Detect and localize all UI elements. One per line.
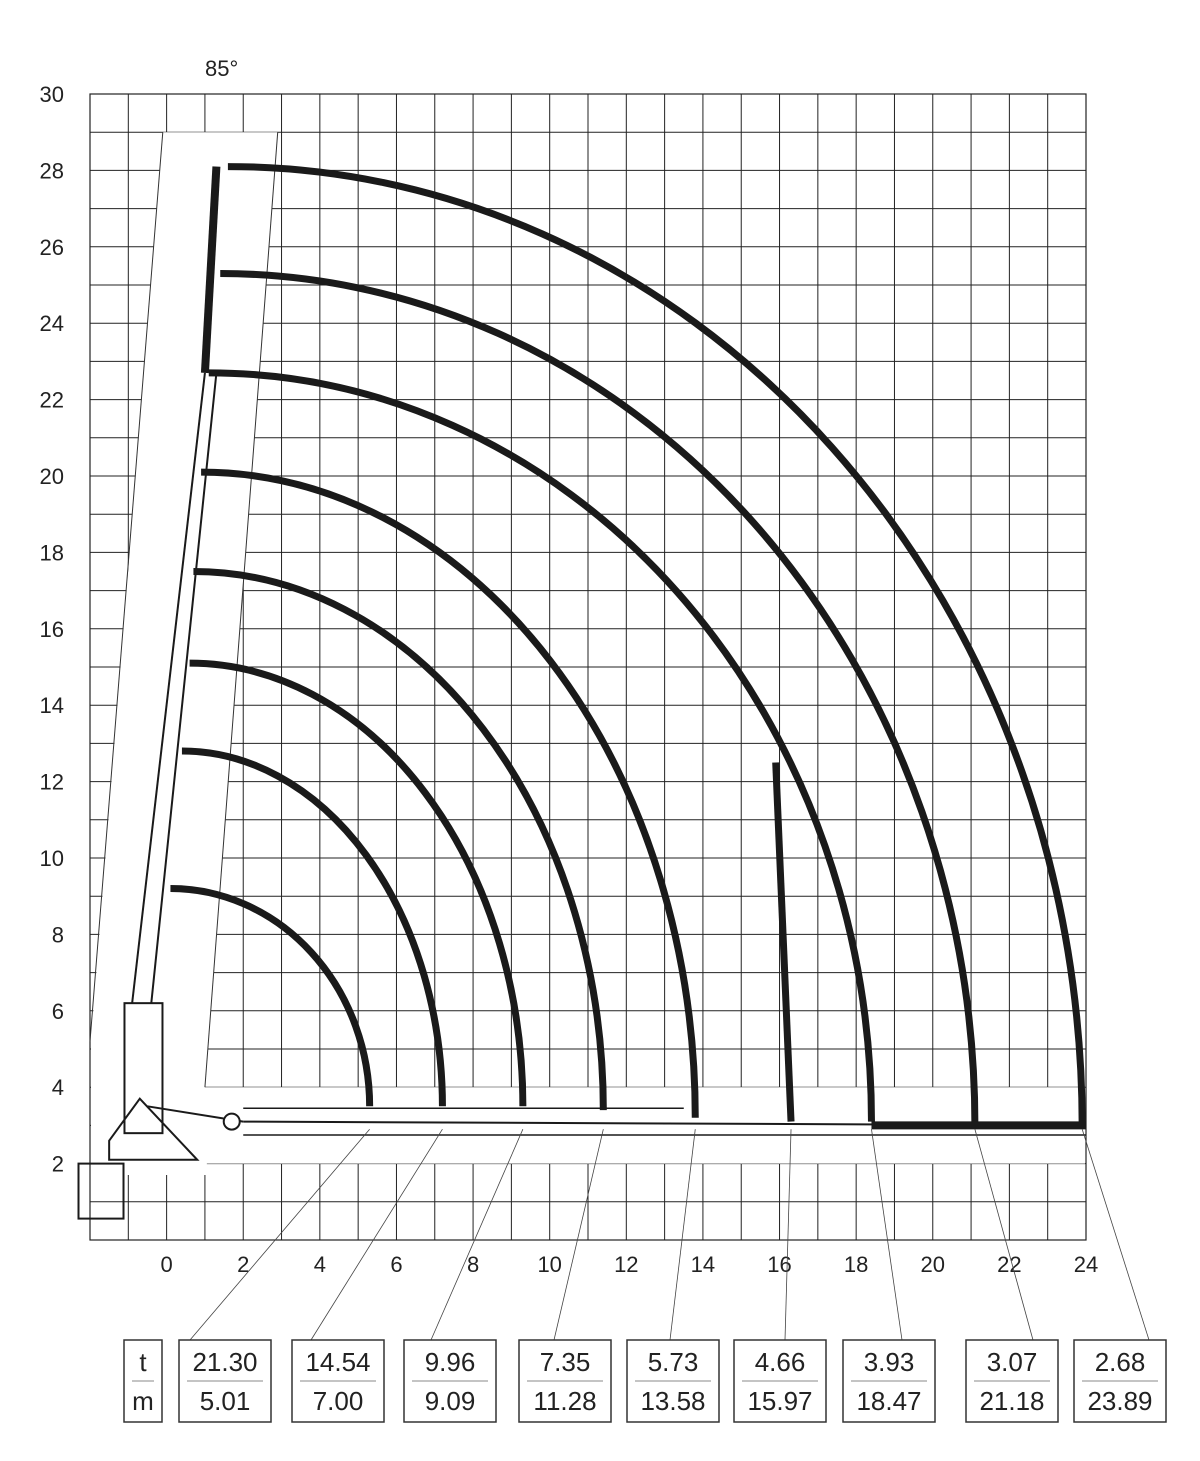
working-range-curve [189,659,527,1107]
y-tick-label: 30 [40,82,64,107]
x-tick-label: 24 [1074,1252,1098,1277]
y-tick-label: 16 [40,617,64,642]
y-tick-label: 4 [52,1075,64,1100]
load-reach-cell: 9.96 9.09 [403,1339,497,1423]
x-tick-label: 20 [921,1252,945,1277]
y-tick-label: 20 [40,464,64,489]
leader-line [974,1129,1034,1341]
crane-base [108,1097,200,1161]
crane-drawing [77,166,1087,1220]
load-reach-cell-reach: 23.89 [1087,1386,1152,1416]
working-range-curve [193,568,607,1111]
boom-tip-section [200,166,221,374]
x-tick-label: 22 [997,1252,1021,1277]
working-range-curve [227,163,1086,1126]
load-reach-cell-reach: 15.97 [747,1386,812,1416]
y-tick-label: 22 [40,388,64,413]
load-table: tm 21.30 5.01 14.54 7.00 9.96 9.09 7.35 11.28 5.7… [123,1339,1167,1423]
boom-upright [131,372,206,1004]
working-range-curves [170,163,1086,1126]
load-reach-cell-load: 9.96 [425,1347,476,1377]
x-tick-label: 14 [691,1252,715,1277]
outrigger [77,1162,125,1220]
y-tick-label: 10 [40,846,64,871]
y-tick-label: 6 [52,999,64,1024]
load-reach-cell: 7.35 11.28 [518,1339,612,1423]
x-tick-label: 4 [314,1252,326,1277]
y-tick-label: 2 [52,1152,64,1177]
working-range-curve [170,885,374,1107]
boom-pivot [222,1112,241,1131]
boom-angle-label: 85° [205,56,238,81]
unit-header-load: t [139,1347,147,1377]
y-tick-label: 12 [40,770,64,795]
crane-column [123,1002,164,1135]
load-reach-cell-load: 14.54 [305,1347,370,1377]
load-reach-cell-load: 2.68 [1095,1347,1146,1377]
y-tick-label: 14 [40,693,64,718]
clear-area [91,132,1085,1176]
y-tick-label: 26 [40,235,64,260]
x-tick-label: 0 [160,1252,172,1277]
load-reach-cell: 2.68 23.89 [1073,1339,1167,1423]
y-tick-label: 28 [40,158,64,183]
load-reach-cell-reach: 13.58 [640,1386,705,1416]
leader-line [430,1129,524,1341]
working-range-curve [201,468,699,1118]
angle-limit-line [204,132,279,1088]
load-reach-cell: 21.30 5.01 [178,1339,272,1423]
leader-line [310,1129,443,1341]
boom-clear-area [89,132,1085,1176]
load-reach-cell-load: 3.93 [864,1347,915,1377]
x-tick-label: 2 [237,1252,249,1277]
load-reach-cell-load: 3.07 [987,1347,1038,1377]
load-reach-cell-reach: 7.00 [313,1386,364,1416]
y-tick-label: 24 [40,311,64,336]
load-reach-cell: 14.54 7.00 [291,1339,385,1423]
plot-frame [89,93,1087,1241]
leader-line [1081,1129,1150,1341]
x-tick-label: 6 [390,1252,402,1277]
x-tick-label: 16 [767,1252,791,1277]
load-reach-cell: 3.07 21.18 [965,1339,1059,1423]
load-reach-cell-load: 4.66 [755,1347,806,1377]
load-reach-cell-reach: 9.09 [425,1386,476,1416]
leader-line [871,1129,903,1341]
working-range-curve [181,747,446,1107]
boom-upright [150,372,218,1004]
axis-ticks: 0 2 4 6 8 10 12 14 16 18 20 22 242468101214161820222… [40,82,1099,1277]
load-reach-cell-reach: 11.28 [533,1386,596,1416]
limit-line [772,762,795,1122]
leader-line [784,1129,792,1341]
angle-limit-line [89,132,164,1042]
load-reach-cell: 3.93 18.47 [842,1339,936,1423]
leader-line [669,1129,696,1341]
unit-header-reach: m [132,1386,154,1416]
load-reach-cell: 5.73 13.58 [626,1339,720,1423]
load-reach-cell-reach: 5.01 [200,1386,251,1416]
load-reach-cell-reach: 21.18 [979,1386,1044,1416]
load-reach-cell-load: 21.30 [192,1347,257,1377]
x-tick-label: 12 [614,1252,638,1277]
y-tick-label: 8 [52,922,64,947]
y-tick-label: 18 [40,540,64,565]
x-tick-label: 8 [467,1252,479,1277]
leader-lines [189,1128,1150,1341]
leader-line [553,1129,604,1341]
load-reach-cell-load: 5.73 [648,1347,699,1377]
grid [89,93,1087,1241]
leader-line [189,1128,370,1341]
working-range-curve [220,270,979,1126]
load-reach-cell-reach: 18.47 [856,1386,921,1416]
x-tick-label: 18 [844,1252,868,1277]
load-reach-cell: 4.66 15.97 [733,1339,827,1423]
working-range-curve [208,369,875,1122]
load-reach-cell-load: 7.35 [540,1347,591,1377]
unit-header: tm [123,1339,163,1423]
x-tick-label: 10 [537,1252,561,1277]
